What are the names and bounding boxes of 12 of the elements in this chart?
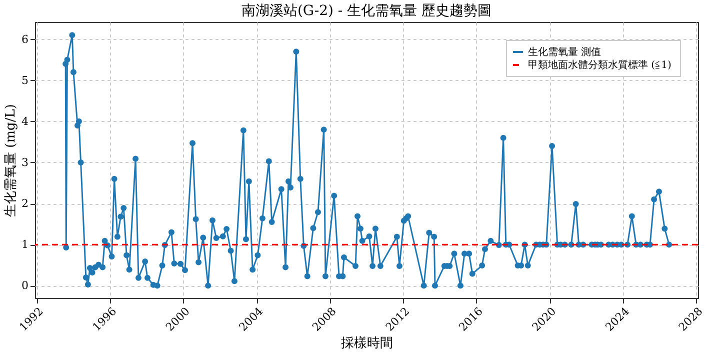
chart-title: 南湖溪站(G-2) - 生化需氧量 歷史趨勢圖 [241, 3, 492, 19]
x-axis-title: 採樣時間 [341, 336, 393, 352]
y-tick-label: 0 [22, 279, 28, 292]
legend-label: 生化需氧量 測值 [528, 46, 602, 58]
y-tick-label: 3 [22, 156, 28, 169]
y-axis-title: 生化需氧量 (mg/L) [4, 104, 18, 217]
y-tick-label: 2 [22, 197, 28, 210]
y-tick-label: 1 [22, 238, 28, 252]
legend-label: 甲類地面水體分類水質標準 (≦1) [528, 59, 672, 71]
y-tick-label: 6 [22, 32, 28, 46]
y-tick-label: 5 [22, 74, 28, 87]
y-tick-label: 4 [22, 114, 28, 128]
